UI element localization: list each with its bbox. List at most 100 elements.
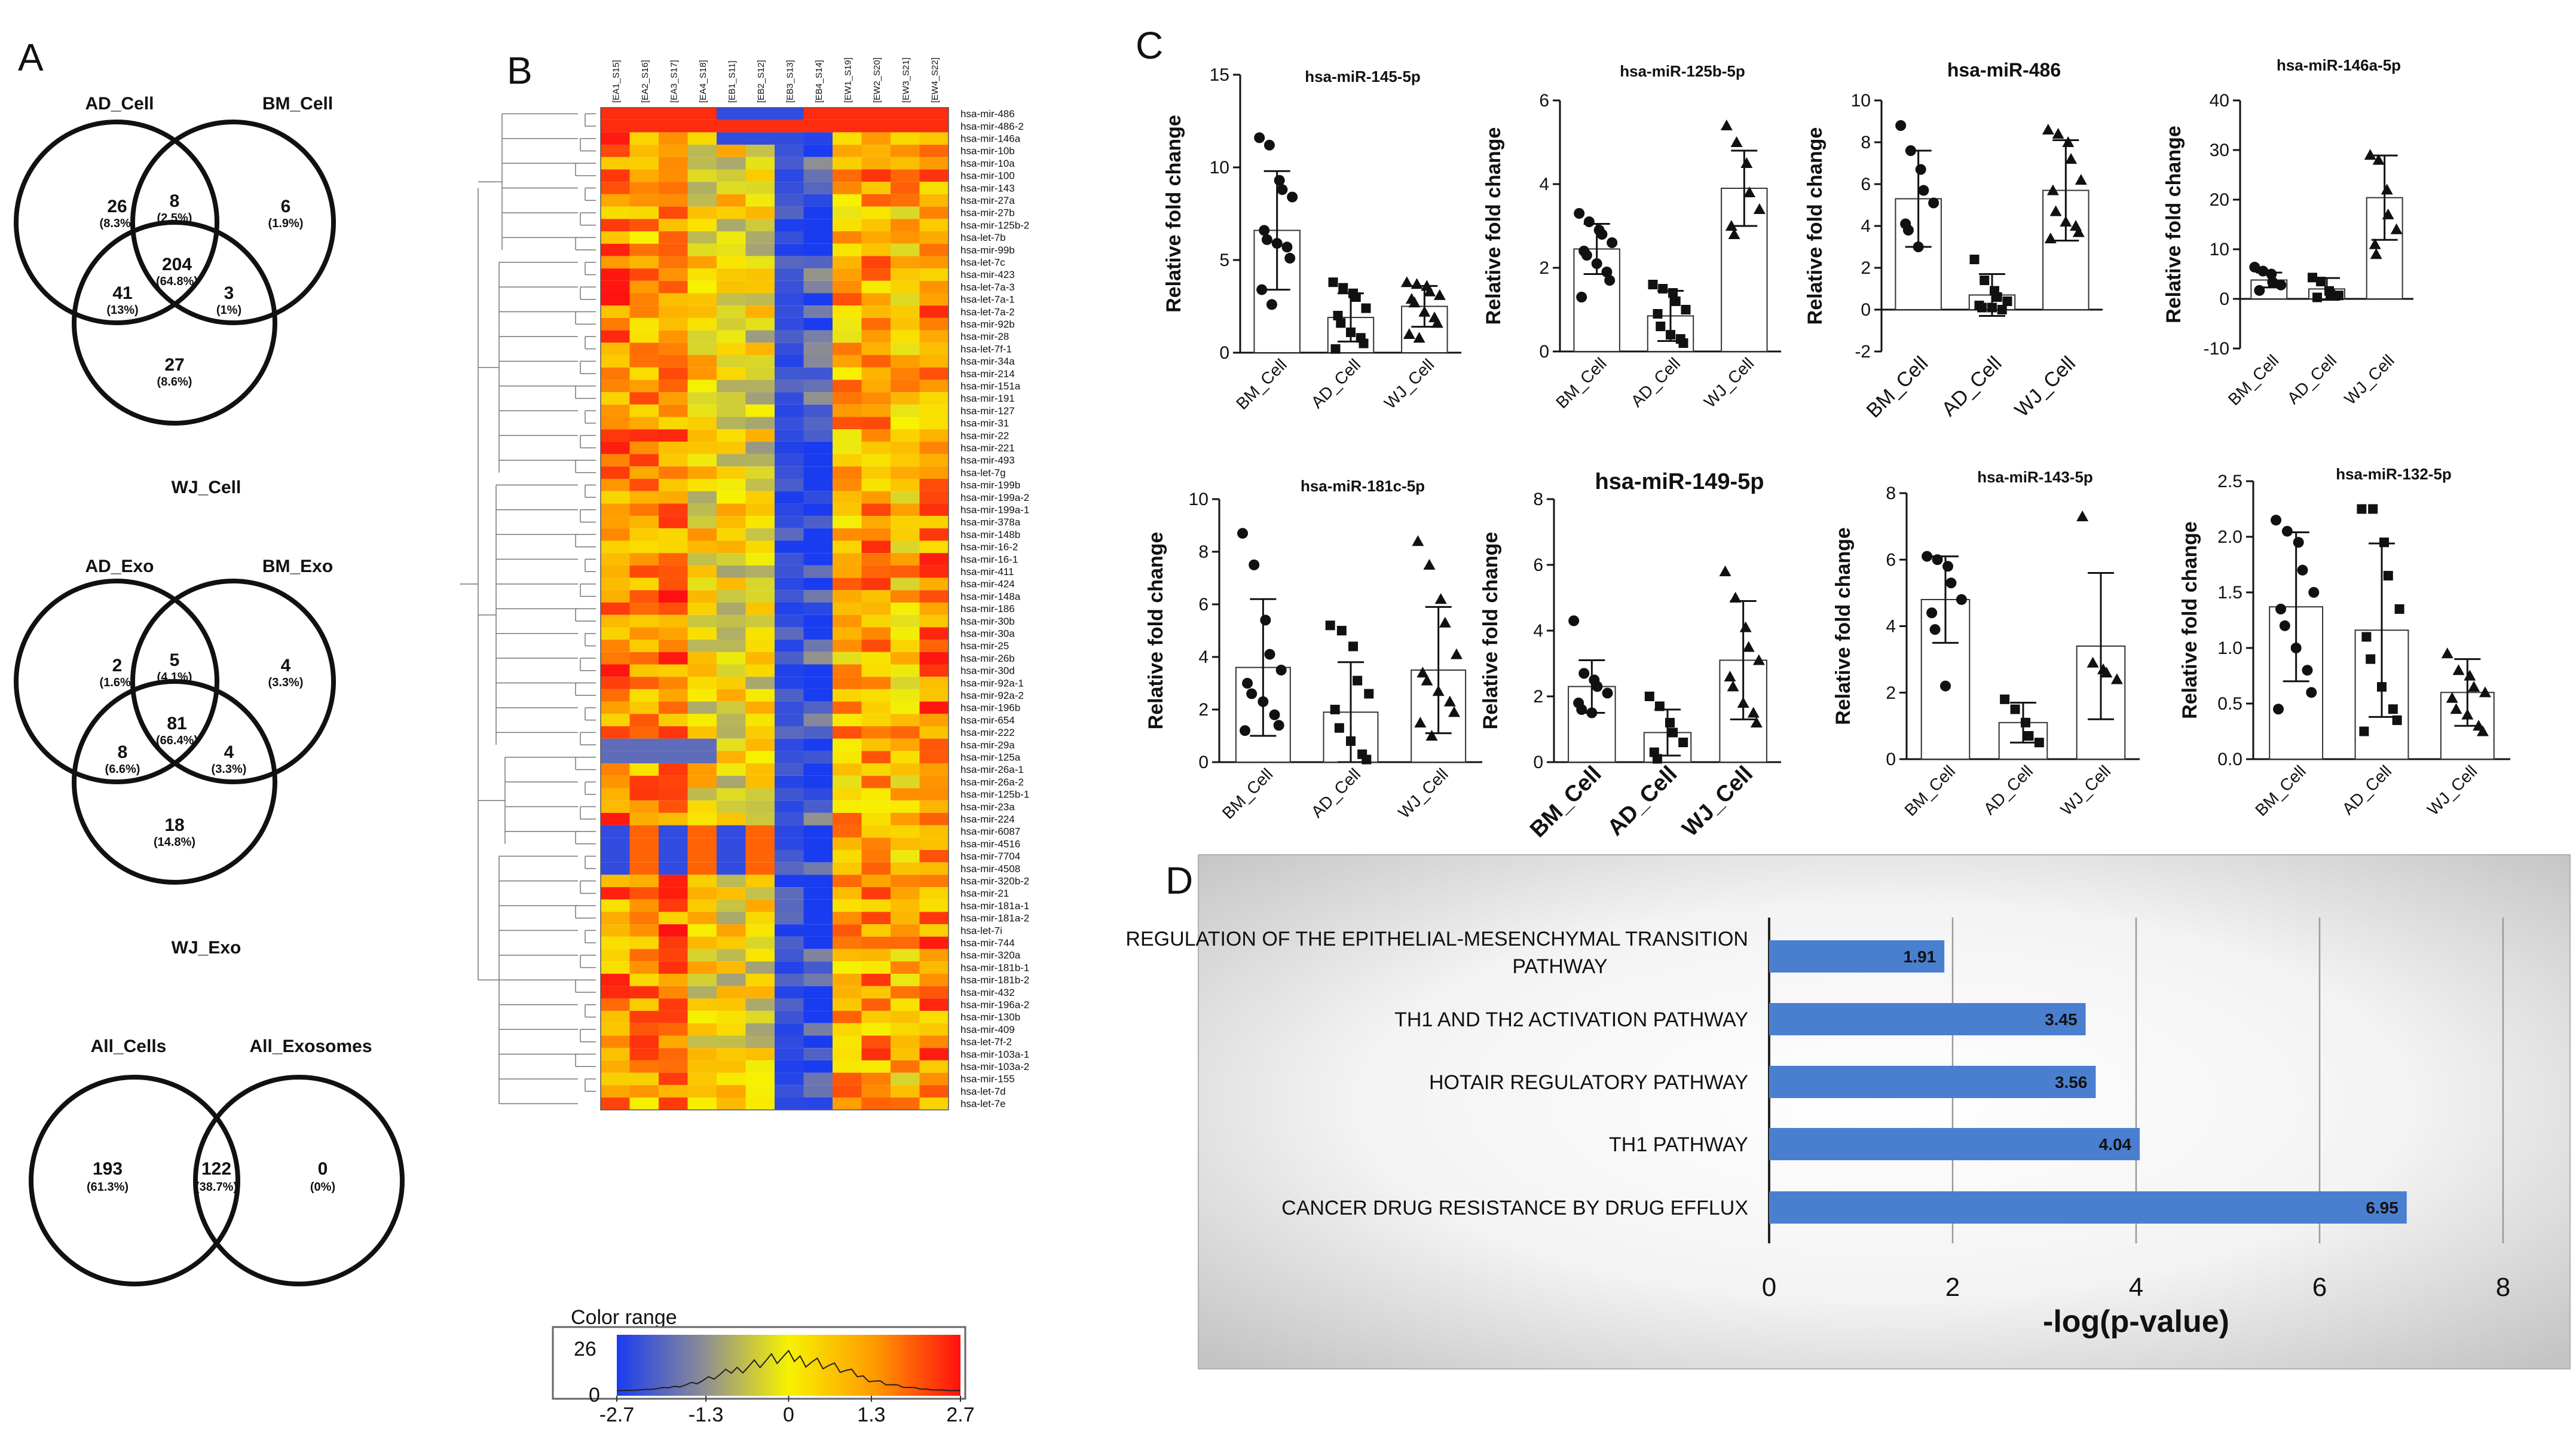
heatmap-cell	[861, 974, 891, 986]
heatmap-cell	[803, 565, 833, 578]
heatmap-cell	[745, 120, 775, 133]
bar-value-label: 3.45	[2045, 1010, 2078, 1029]
data-point	[2060, 216, 2072, 227]
venn-pct: (3.3%)	[268, 676, 304, 689]
heatmap-cell	[745, 1097, 775, 1110]
data-point	[1727, 680, 1739, 692]
y-tick-label: 15	[1210, 65, 1229, 85]
bar-chart: hsa-miR-145-5p 0 5 10 15 Relative fold change…	[1162, 65, 1461, 413]
panel-label-a: A	[18, 36, 44, 79]
heatmap-cell	[775, 491, 804, 504]
heatmap-row-label: hsa-mir-30a	[960, 628, 1015, 640]
heatmap-row-label: hsa-mir-4516	[960, 838, 1020, 849]
venn-count: 204	[162, 255, 192, 274]
heatmap-cell	[745, 417, 775, 430]
heatmap-cell	[629, 392, 659, 405]
heatmap-cell	[629, 503, 659, 516]
chart-title: hsa-miR-132-5p	[2336, 465, 2452, 483]
heatmap-cell	[687, 726, 717, 739]
heatmap-cell	[919, 986, 949, 999]
heatmap-cell	[833, 429, 862, 442]
heatmap-cell	[775, 986, 804, 999]
heatmap-cell	[629, 330, 659, 343]
venn-count: 193	[93, 1159, 123, 1179]
heatmap-cell	[629, 231, 659, 244]
heatmap-cell	[659, 1035, 688, 1048]
heatmap-cell	[775, 243, 804, 256]
heatmap-row-label: hsa-mir-186	[960, 603, 1015, 614]
heatmap-cell	[803, 441, 833, 454]
heatmap-cell	[861, 837, 891, 850]
heatmap-cell	[629, 145, 659, 157]
heatmap-cell	[717, 380, 746, 393]
heatmap-cell	[919, 305, 949, 318]
heatmap-cell	[775, 145, 804, 157]
heatmap-cell	[803, 998, 833, 1011]
heatmap-cell	[601, 887, 630, 900]
heatmap-row-label: hsa-mir-21	[960, 888, 1009, 899]
heatmap-cell	[919, 788, 949, 801]
heatmap-cell	[745, 317, 775, 331]
data-point	[1448, 706, 1460, 717]
heatmap-cell	[861, 1023, 891, 1036]
color-range-title: Color range	[571, 1306, 677, 1329]
heatmap-cell	[629, 875, 659, 888]
heatmap-cell	[659, 157, 688, 170]
heatmap-cell	[717, 516, 746, 528]
heatmap-cell	[861, 1048, 891, 1060]
heatmap-cell	[891, 738, 920, 751]
heatmap-cell	[833, 479, 862, 491]
heatmap-cell	[833, 812, 862, 826]
heatmap-cell	[919, 540, 949, 554]
heatmap-row-label: hsa-mir-432	[960, 987, 1015, 998]
y-tick-label: 0	[1886, 750, 1896, 769]
venn-pct: (0%)	[310, 1181, 335, 1194]
heatmap-cell	[601, 355, 630, 368]
heatmap-cell	[861, 825, 891, 838]
data-point	[1359, 338, 1369, 348]
heatmap-cell	[659, 553, 688, 565]
heatmap-cell	[659, 206, 688, 219]
data-point	[1668, 288, 1678, 298]
heatmap-cell	[833, 120, 862, 133]
heatmap-row-label: hsa-mir-26b	[960, 653, 1015, 664]
heatmap-cell	[659, 441, 688, 454]
heatmap-row-label: hsa-mir-744	[960, 937, 1015, 949]
data-point	[1913, 241, 1924, 252]
heatmap-cell	[861, 317, 891, 331]
heatmap-cell	[717, 961, 746, 974]
data-point	[1905, 145, 1916, 156]
heatmap-cell	[601, 652, 630, 665]
heatmap-cell	[919, 404, 949, 417]
heatmap-cell	[629, 194, 659, 207]
heatmap-cell	[629, 614, 659, 628]
heatmap-cell	[919, 603, 949, 615]
data-point	[1417, 667, 1429, 678]
heatmap-cell	[775, 936, 804, 949]
heatmap-cell	[833, 355, 862, 368]
heatmap-cell	[717, 689, 746, 702]
heatmap-cell	[601, 219, 630, 231]
heatmap-cell	[659, 590, 688, 603]
panel-label-c: C	[1136, 24, 1163, 67]
bar-chart: hsa-miR-125b-5p 0 2 4 6 Relative fold change B…	[1482, 62, 1781, 412]
data-point	[1413, 332, 1425, 343]
legend-tick-label: 1.3	[857, 1404, 885, 1426]
heatmap-cell	[601, 392, 630, 405]
heatmap-cell	[601, 1023, 630, 1036]
heatmap-cell	[745, 330, 775, 343]
heatmap-cell	[803, 503, 833, 516]
heatmap-cell	[833, 800, 862, 813]
heatmap-cell	[687, 219, 717, 231]
heatmap-cell	[629, 590, 659, 603]
heatmap-row-label: hsa-mir-125a	[960, 752, 1021, 763]
heatmap-cell	[601, 627, 630, 640]
heatmap-cell	[919, 1023, 949, 1036]
data-point	[1432, 685, 1445, 696]
heatmap-cell	[745, 924, 775, 937]
heatmap-cell	[745, 429, 775, 442]
heatmap-cell	[629, 974, 659, 986]
heatmap-cell	[833, 417, 862, 430]
heatmap-cell	[919, 565, 949, 578]
x-tick-label: 8	[2496, 1273, 2510, 1302]
